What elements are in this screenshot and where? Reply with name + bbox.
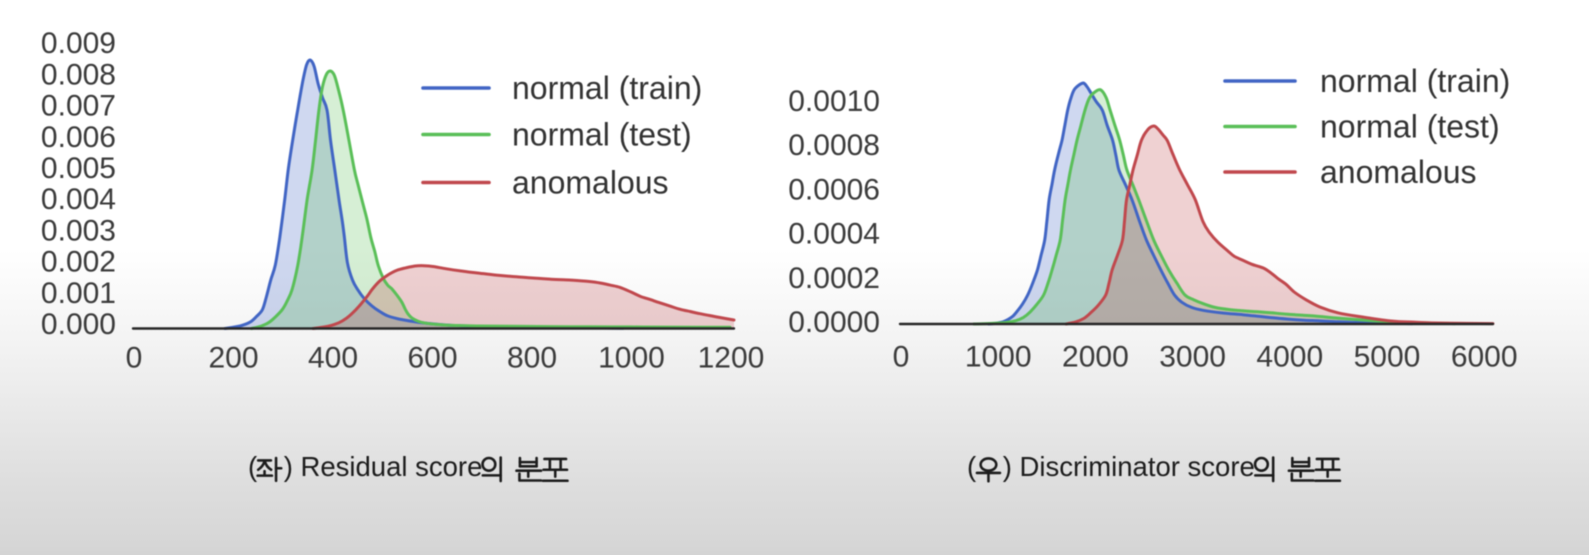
svg-text:(: ( bbox=[248, 451, 257, 482]
svg-text:400: 400 bbox=[308, 342, 358, 375]
svg-text:0.0006: 0.0006 bbox=[788, 173, 880, 206]
svg-text:normal (test): normal (test) bbox=[512, 117, 692, 153]
svg-text:1000: 1000 bbox=[598, 342, 665, 375]
svg-text:0.007: 0.007 bbox=[41, 90, 116, 123]
svg-text:0.0002: 0.0002 bbox=[788, 262, 880, 295]
svg-text:3000: 3000 bbox=[1159, 341, 1226, 374]
svg-text:(: ( bbox=[967, 451, 976, 482]
svg-text:800: 800 bbox=[507, 342, 557, 375]
svg-text:5000: 5000 bbox=[1354, 341, 1421, 374]
svg-text:0.001: 0.001 bbox=[41, 277, 116, 310]
svg-text:) Residual score: ) Residual score bbox=[284, 451, 483, 482]
svg-text:0.0004: 0.0004 bbox=[788, 218, 880, 251]
svg-text:normal (train): normal (train) bbox=[1320, 63, 1510, 99]
svg-text:0.0000: 0.0000 bbox=[788, 306, 880, 339]
svg-text:0.003: 0.003 bbox=[41, 214, 116, 247]
svg-text:0.002: 0.002 bbox=[41, 246, 116, 279]
svg-text:0.004: 0.004 bbox=[41, 183, 116, 216]
svg-text:4000: 4000 bbox=[1256, 341, 1323, 374]
svg-text:0: 0 bbox=[893, 341, 910, 374]
svg-text:200: 200 bbox=[208, 342, 258, 375]
svg-text:normal (train): normal (train) bbox=[512, 70, 702, 106]
svg-text:0: 0 bbox=[126, 342, 143, 375]
svg-text:0.0010: 0.0010 bbox=[788, 85, 880, 118]
svg-text:anomalous: anomalous bbox=[512, 165, 669, 201]
svg-text:6000: 6000 bbox=[1451, 341, 1518, 374]
svg-text:0.009: 0.009 bbox=[41, 27, 116, 60]
svg-text:600: 600 bbox=[407, 342, 457, 375]
svg-text:0.000: 0.000 bbox=[41, 308, 116, 341]
svg-text:1000: 1000 bbox=[965, 341, 1032, 374]
svg-text:0.006: 0.006 bbox=[41, 121, 116, 154]
svg-text:) Discriminator score: ) Discriminator score bbox=[1003, 451, 1255, 482]
svg-text:1200: 1200 bbox=[698, 342, 765, 375]
svg-text:0.0008: 0.0008 bbox=[788, 129, 880, 162]
svg-text:2000: 2000 bbox=[1062, 341, 1129, 374]
svg-text:anomalous: anomalous bbox=[1320, 154, 1477, 190]
svg-text:0.008: 0.008 bbox=[41, 58, 116, 91]
svg-text:normal (test): normal (test) bbox=[1320, 109, 1500, 145]
svg-text:0.005: 0.005 bbox=[41, 152, 116, 185]
